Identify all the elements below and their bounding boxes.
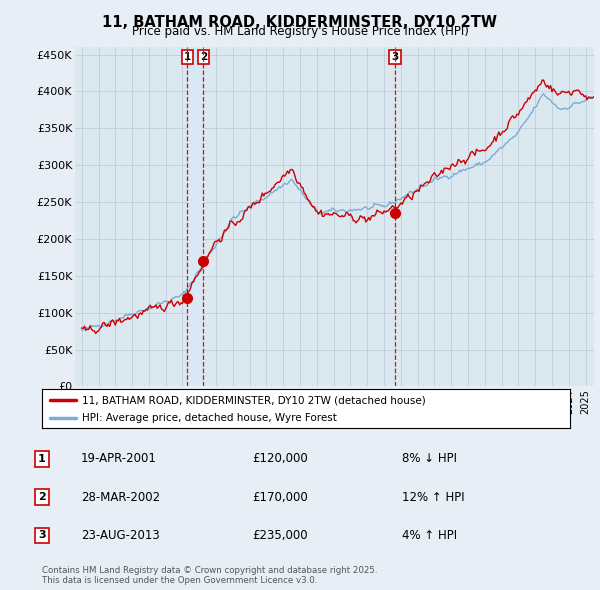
Text: 1: 1 — [38, 454, 46, 464]
Text: £120,000: £120,000 — [252, 452, 308, 466]
Text: 19-APR-2001: 19-APR-2001 — [81, 452, 157, 466]
Text: 3: 3 — [391, 53, 398, 63]
Text: 8% ↓ HPI: 8% ↓ HPI — [402, 452, 457, 466]
Text: 11, BATHAM ROAD, KIDDERMINSTER, DY10 2TW (detached house): 11, BATHAM ROAD, KIDDERMINSTER, DY10 2TW… — [82, 395, 425, 405]
Text: £235,000: £235,000 — [252, 529, 308, 542]
Text: 28-MAR-2002: 28-MAR-2002 — [81, 490, 160, 504]
Text: 12% ↑ HPI: 12% ↑ HPI — [402, 490, 464, 504]
Text: HPI: Average price, detached house, Wyre Forest: HPI: Average price, detached house, Wyre… — [82, 413, 337, 423]
Text: 3: 3 — [38, 530, 46, 540]
Text: 2: 2 — [200, 53, 207, 63]
Text: 2: 2 — [38, 492, 46, 502]
Text: Price paid vs. HM Land Registry's House Price Index (HPI): Price paid vs. HM Land Registry's House … — [131, 25, 469, 38]
Text: 1: 1 — [184, 53, 191, 63]
Text: 11, BATHAM ROAD, KIDDERMINSTER, DY10 2TW: 11, BATHAM ROAD, KIDDERMINSTER, DY10 2TW — [103, 15, 497, 30]
Bar — [187, 47, 203, 386]
Text: 23-AUG-2013: 23-AUG-2013 — [81, 529, 160, 542]
Text: £170,000: £170,000 — [252, 490, 308, 504]
Text: 4% ↑ HPI: 4% ↑ HPI — [402, 529, 457, 542]
Text: Contains HM Land Registry data © Crown copyright and database right 2025.
This d: Contains HM Land Registry data © Crown c… — [42, 566, 377, 585]
